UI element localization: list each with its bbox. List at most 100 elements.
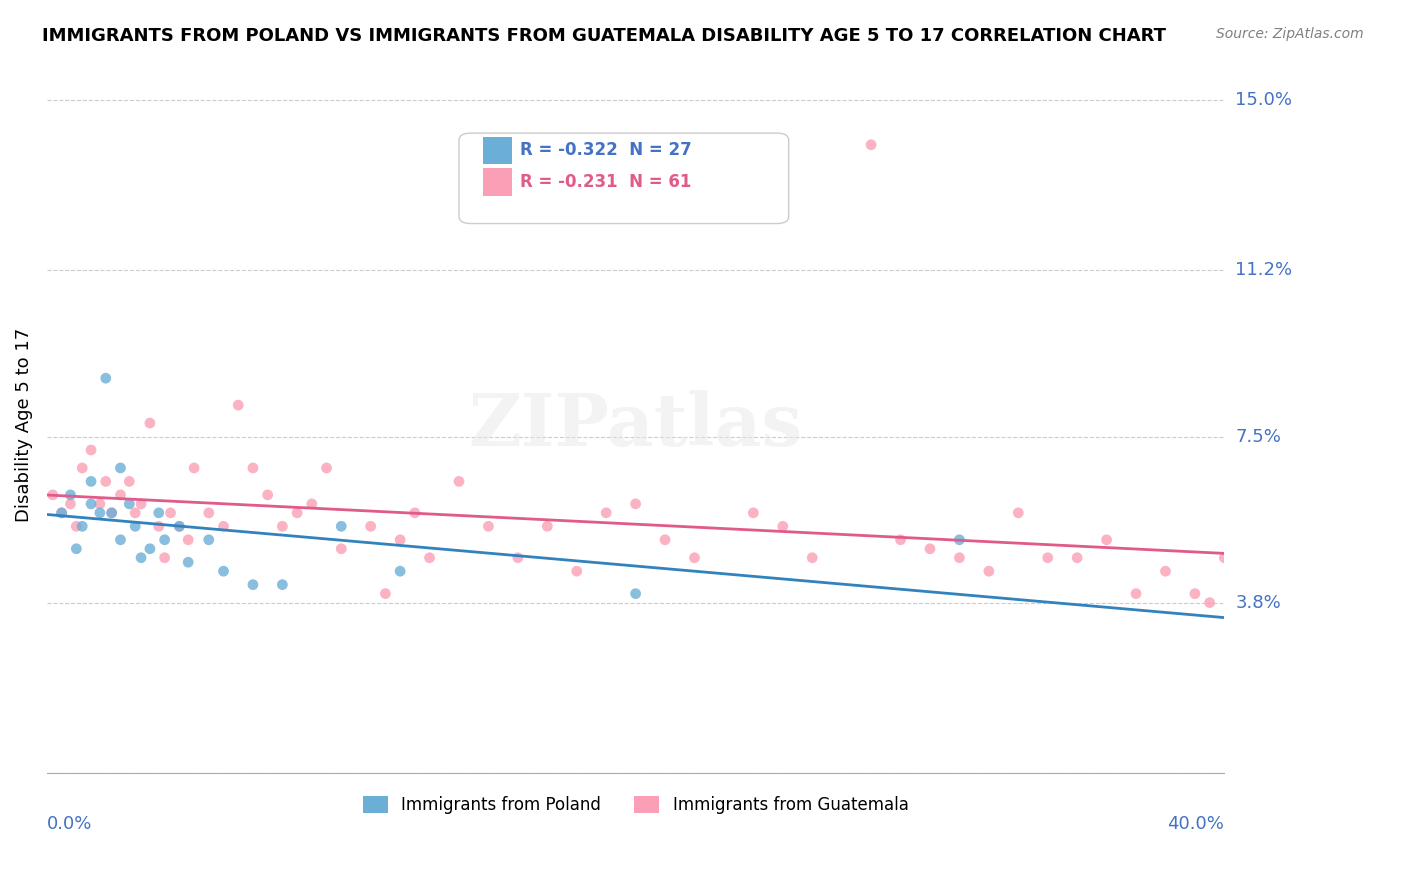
Text: 7.5%: 7.5% xyxy=(1236,427,1281,445)
Point xyxy=(315,461,337,475)
Text: IMMIGRANTS FROM POLAND VS IMMIGRANTS FROM GUATEMALA DISABILITY AGE 5 TO 17 CORRE: IMMIGRANTS FROM POLAND VS IMMIGRANTS FRO… xyxy=(42,27,1166,45)
Point xyxy=(565,564,588,578)
Point xyxy=(285,506,308,520)
Text: 0.0%: 0.0% xyxy=(46,815,93,833)
Point xyxy=(148,506,170,520)
Point xyxy=(42,488,65,502)
Point xyxy=(271,519,294,533)
Point xyxy=(330,519,353,533)
Point xyxy=(153,533,176,547)
Point xyxy=(447,475,470,489)
Point xyxy=(80,442,103,457)
Point xyxy=(129,497,152,511)
Point xyxy=(177,533,200,547)
Point xyxy=(139,416,162,430)
Point xyxy=(404,506,426,520)
Text: 11.2%: 11.2% xyxy=(1236,261,1292,279)
Point xyxy=(226,398,249,412)
Point xyxy=(389,533,412,547)
Point xyxy=(212,564,235,578)
Point xyxy=(654,533,676,547)
Point xyxy=(256,488,278,502)
Point xyxy=(948,533,970,547)
Point xyxy=(860,137,883,152)
Point xyxy=(212,519,235,533)
Point xyxy=(742,506,765,520)
Point xyxy=(110,488,132,502)
Text: 3.8%: 3.8% xyxy=(1236,593,1281,612)
Point xyxy=(197,533,219,547)
Point xyxy=(65,519,87,533)
Point xyxy=(948,550,970,565)
Point xyxy=(94,475,117,489)
Point xyxy=(70,519,93,533)
Point xyxy=(918,541,941,556)
Point xyxy=(110,533,132,547)
Point xyxy=(183,461,205,475)
Text: 40.0%: 40.0% xyxy=(1167,815,1225,833)
Point xyxy=(1154,564,1177,578)
Point xyxy=(1198,596,1220,610)
Point xyxy=(110,461,132,475)
Point xyxy=(506,550,529,565)
Point xyxy=(242,461,264,475)
Point xyxy=(169,519,191,533)
Point xyxy=(65,541,87,556)
Point xyxy=(624,497,647,511)
Point xyxy=(1036,550,1059,565)
Text: Source: ZipAtlas.com: Source: ZipAtlas.com xyxy=(1216,27,1364,41)
Point xyxy=(242,577,264,591)
Text: ZIPatlas: ZIPatlas xyxy=(468,390,803,461)
Point xyxy=(1066,550,1088,565)
Point xyxy=(772,519,794,533)
Point xyxy=(80,497,103,511)
Point xyxy=(177,555,200,569)
Point xyxy=(94,371,117,385)
Point xyxy=(59,497,82,511)
Point xyxy=(301,497,323,511)
Point xyxy=(139,541,162,556)
Text: 15.0%: 15.0% xyxy=(1236,91,1292,109)
Point xyxy=(389,564,412,578)
Point xyxy=(360,519,382,533)
Point xyxy=(124,506,146,520)
Point xyxy=(124,519,146,533)
Point xyxy=(801,550,824,565)
Point xyxy=(100,506,122,520)
Legend: Immigrants from Poland, Immigrants from Guatemala: Immigrants from Poland, Immigrants from … xyxy=(356,789,915,821)
Point xyxy=(1213,550,1236,565)
Point xyxy=(419,550,441,565)
Point xyxy=(118,497,141,511)
Point xyxy=(271,577,294,591)
Y-axis label: Disability Age 5 to 17: Disability Age 5 to 17 xyxy=(15,328,32,523)
Point xyxy=(51,506,73,520)
Point xyxy=(624,587,647,601)
Point xyxy=(374,587,396,601)
Point xyxy=(153,550,176,565)
Point xyxy=(148,519,170,533)
Text: R = -0.322  N = 27: R = -0.322 N = 27 xyxy=(520,142,692,160)
Point xyxy=(169,519,191,533)
Point xyxy=(683,550,706,565)
Point xyxy=(477,519,499,533)
Point xyxy=(1125,587,1147,601)
Text: R = -0.231  N = 61: R = -0.231 N = 61 xyxy=(520,173,692,191)
FancyBboxPatch shape xyxy=(458,133,789,224)
Point xyxy=(118,475,141,489)
Bar xyxy=(482,136,512,164)
Point xyxy=(330,541,353,556)
Point xyxy=(100,506,122,520)
Point xyxy=(80,475,103,489)
Point xyxy=(1007,506,1029,520)
Point xyxy=(536,519,558,533)
Point xyxy=(1184,587,1206,601)
Point xyxy=(1095,533,1118,547)
Bar xyxy=(482,168,512,195)
Point xyxy=(89,506,111,520)
Point xyxy=(129,550,152,565)
Point xyxy=(59,488,82,502)
Point xyxy=(595,506,617,520)
Point xyxy=(890,533,912,547)
Point xyxy=(159,506,181,520)
Point xyxy=(51,506,73,520)
